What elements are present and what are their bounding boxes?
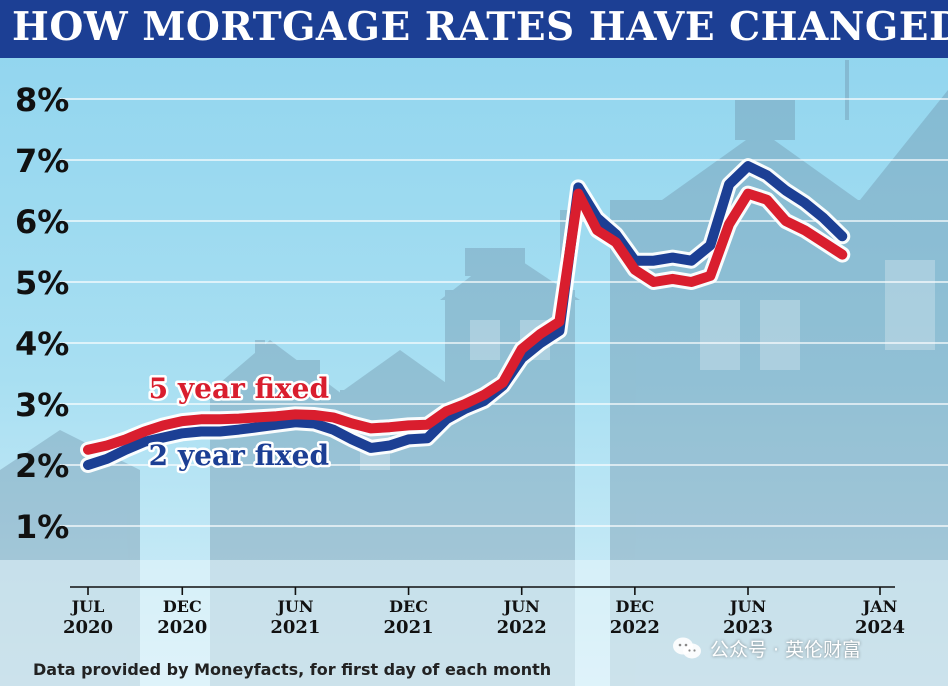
y-tick-label: 2% [15, 447, 69, 485]
series-label-2-year-fixed: 2 year fixed [149, 439, 329, 472]
title-bar: HOW MORTGAGE RATES HAVE CHANGED [0, 0, 948, 58]
y-tick-label: 7% [15, 142, 69, 180]
x-tick-label-year: 2024 [855, 617, 905, 638]
y-tick-label: 6% [15, 203, 69, 241]
chart-title: HOW MORTGAGE RATES HAVE CHANGED [12, 4, 948, 50]
x-tick-label-month: JUN [502, 597, 540, 616]
watermark-text: 公众号 · 英伦财富 [710, 638, 862, 661]
x-tick-label-year: 2022 [497, 617, 547, 638]
data-source-note: Data provided by Moneyfacts, for first d… [33, 660, 552, 679]
x-tick-label-month: JUN [275, 597, 313, 616]
x-tick-label-year: 2021 [384, 617, 434, 638]
x-tick-label-month: JAN [861, 597, 898, 616]
y-tick-label: 8% [15, 81, 69, 119]
x-tick-label-year: 2020 [63, 617, 113, 638]
series-label-5-year-fixed: 5 year fixed [149, 372, 329, 405]
x-tick-label-year: 2023 [723, 617, 773, 638]
x-tick-label-month: JUL [70, 597, 105, 616]
y-tick-label: 1% [15, 508, 69, 546]
x-tick-label-month: JUN [728, 597, 766, 616]
y-tick-label: 4% [15, 325, 69, 363]
x-tick-label-year: 2020 [157, 617, 207, 638]
x-tick-label-month: DEC [615, 597, 654, 616]
watermark: 公众号 · 英伦财富 [672, 634, 861, 662]
x-tick-label-month: DEC [389, 597, 428, 616]
wechat-icon [673, 637, 701, 659]
x-tick-label-month: DEC [163, 597, 202, 616]
x-tick-label-year: 2021 [270, 617, 320, 638]
y-tick-label: 5% [15, 264, 69, 302]
x-tick-label-year: 2022 [610, 617, 660, 638]
series-line-5-year-fixed [83, 188, 848, 455]
y-tick-label: 3% [15, 386, 69, 424]
